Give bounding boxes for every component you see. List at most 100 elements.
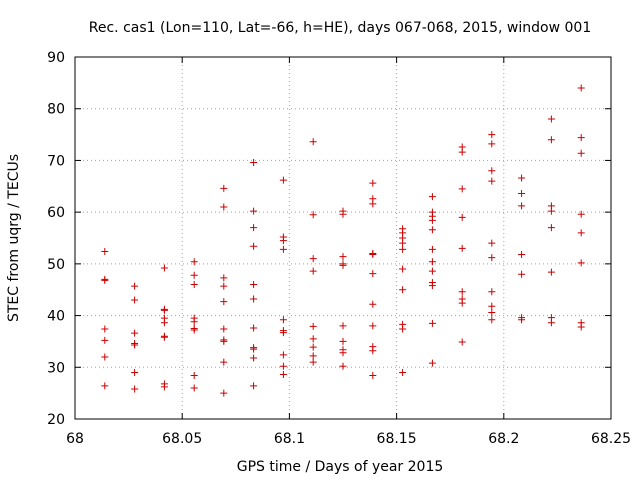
data-point [309,335,317,343]
data-point [369,322,377,330]
data-point [339,322,347,330]
data-point [101,336,109,344]
data-point [339,253,347,261]
chart-title: Rec. cas1 (Lon=110, Lat=-66, h=HE), days… [89,20,591,36]
data-point [577,323,585,331]
data-point [279,351,287,359]
y-tick-label: 50 [47,257,65,273]
data-point [369,200,377,208]
data-point [250,224,258,232]
data-point [131,341,139,349]
data-point [488,140,496,148]
data-point [369,300,377,308]
data-point [428,193,436,201]
data-point [518,190,526,198]
data-point [518,270,526,278]
data-point [458,288,466,296]
data-points [101,84,585,397]
data-point [309,322,317,330]
data-point [339,362,347,370]
data-point [220,358,228,366]
data-point [220,337,228,345]
data-point [309,358,317,366]
data-point [220,298,228,306]
data-point [220,184,228,192]
data-point [428,267,436,275]
data-point [339,349,347,357]
data-point [309,352,317,360]
data-point [577,210,585,218]
plot-frame [74,56,612,420]
data-point [458,338,466,346]
x-tick-label: 68.25 [591,431,631,447]
data-point [339,261,347,269]
data-point [428,282,436,290]
data-point [190,281,198,289]
data-point [309,343,317,351]
data-point [399,286,407,294]
data-point [160,319,168,327]
data-point [458,185,466,193]
data-point [458,299,466,307]
data-point [399,368,407,376]
y-tick-label: 70 [47,153,65,169]
x-tick-label: 68.05 [162,431,202,447]
data-point [279,371,287,379]
data-point [369,251,377,259]
data-point [279,362,287,370]
data-point [399,239,407,247]
data-point [369,347,377,355]
data-point [518,316,526,324]
data-point [101,247,109,255]
data-point [279,329,287,337]
data-point [101,353,109,361]
y-axis-label: STEC from uqrg / TECUs [6,154,22,322]
data-point [369,179,377,187]
data-point [428,319,436,327]
y-tick-label: 60 [47,205,65,221]
data-point [160,306,168,314]
y-tick-label: 20 [47,412,65,428]
data-point [309,138,317,146]
data-point [279,316,287,324]
data-point [428,216,436,224]
data-point [458,244,466,252]
data-point [488,288,496,296]
data-point [160,333,168,341]
y-tick-label: 40 [47,309,65,325]
data-point [577,229,585,237]
data-point [309,211,317,219]
data-point [369,372,377,380]
data-point [220,325,228,333]
data-point [399,265,407,273]
data-point [428,226,436,234]
x-tick-label: 68 [66,431,84,447]
data-point [547,207,555,215]
data-point [547,224,555,232]
data-point [250,207,258,215]
data-point [488,239,496,247]
data-point [190,372,198,380]
data-point [547,268,555,276]
data-point [160,264,168,272]
data-point [428,258,436,266]
data-point [428,245,436,253]
axis-ticks: 68 68.05 68.1 68.15 68.2 68.25 20 30 40 50 60 70 80 9… [47,50,631,447]
data-point [250,324,258,332]
data-point [101,382,109,390]
data-point [518,251,526,259]
data-point [518,174,526,182]
data-point [369,270,377,278]
data-point [399,245,407,253]
data-point [339,337,347,345]
y-tick-label: 80 [47,102,65,118]
data-point [250,295,258,303]
data-point [309,255,317,263]
data-point [190,258,198,266]
data-point [220,389,228,397]
data-point [131,368,139,376]
data-point [250,242,258,250]
data-point [399,325,407,333]
data-point [101,276,109,284]
data-point [309,267,317,275]
